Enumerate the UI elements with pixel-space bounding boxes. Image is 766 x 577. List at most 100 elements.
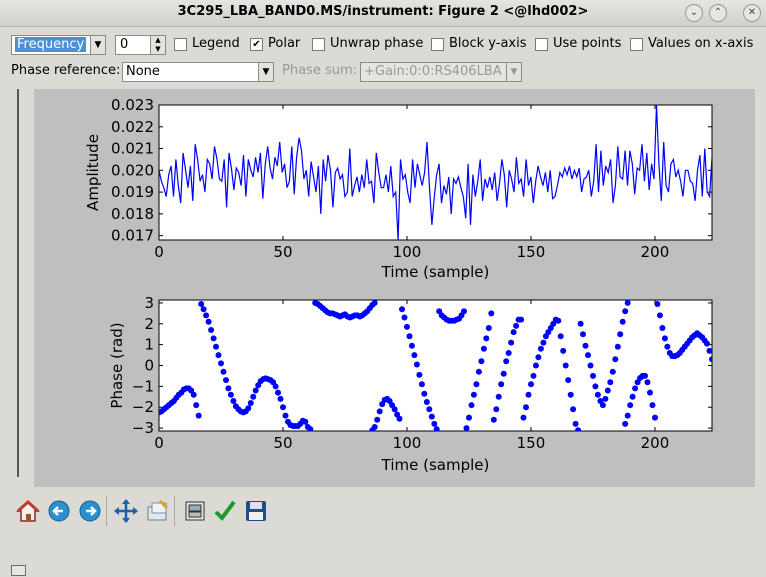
phase-data-point [302, 418, 309, 425]
phase-data-point [607, 379, 614, 386]
phase-data-point [483, 335, 490, 342]
axis-select-value: Frequency [15, 37, 87, 52]
checkbox-box[interactable] [535, 38, 548, 51]
checkbox-box[interactable] [431, 38, 444, 51]
phase-data-point [475, 368, 482, 375]
vertical-slider[interactable] [10, 89, 26, 576]
slider-handle[interactable] [11, 565, 27, 577]
phase-data-point [585, 352, 591, 359]
phase-data-point [371, 300, 378, 306]
y-tick-label: 2 [144, 315, 154, 333]
phase-data-point [416, 371, 423, 378]
phase-reference-value: None [126, 64, 160, 79]
phase-data-point [376, 408, 383, 415]
phase-data-point [408, 342, 415, 349]
phase-data-point [580, 331, 586, 338]
phase-data-point [485, 325, 492, 331]
forward-arrow-icon[interactable] [77, 498, 103, 524]
checkbox-box[interactable] [174, 38, 187, 51]
phase-xlabel: Time (sample) [381, 456, 490, 474]
chevron-down-icon[interactable]: ▼ [258, 63, 273, 81]
axis-select[interactable]: Frequency ▼ [11, 35, 106, 55]
spin-arrows-icon[interactable]: ▲ ▼ [150, 36, 165, 54]
check-icon[interactable] [212, 498, 238, 524]
phase-data-point [208, 327, 215, 333]
window-titlebar: 3C295_LBA_BAND0.MS/instrument: Figure 2 … [0, 0, 766, 27]
phase-data-point [428, 413, 435, 420]
phase-data-point [411, 352, 418, 359]
x-tick-label: 50 [273, 243, 292, 261]
x-tick-label: 0 [154, 243, 164, 261]
phase-data-point [230, 398, 237, 404]
y-tick-label: 0.017 [111, 227, 154, 245]
phase-data-point [661, 335, 668, 342]
phase-data-point [557, 333, 564, 340]
phase-data-point [371, 424, 378, 430]
x-tick-label: 50 [273, 434, 292, 452]
phase-data-point [250, 393, 257, 400]
phase-data-point [604, 387, 611, 394]
phase-data-point [399, 306, 405, 313]
phase-data-point [619, 318, 626, 325]
index-spinbox[interactable]: 0 ▲ ▼ [115, 35, 166, 55]
phase-data-point [426, 406, 433, 413]
unwrap-phase-label: Unwrap phase [330, 36, 424, 51]
home-icon[interactable] [15, 498, 41, 524]
x-tick-label: 200 [641, 434, 670, 452]
phase-data-point [572, 420, 579, 427]
legend-label: Legend [192, 36, 240, 51]
phase-data-point [218, 360, 224, 367]
phase-data-point [195, 412, 202, 419]
phase-data-point [463, 425, 470, 431]
phase-data-point [523, 404, 529, 411]
phase-data-point [612, 356, 619, 363]
phase-data-point [602, 395, 609, 402]
phase-data-point [654, 301, 661, 307]
chevron-down-icon[interactable]: ▼ [90, 36, 105, 54]
y-tick-label: 0.020 [111, 161, 154, 179]
phase-data-point [565, 377, 572, 384]
checkbox-box[interactable] [312, 38, 325, 51]
phase-data-point [478, 358, 485, 365]
phase-data-point [205, 318, 212, 325]
polar-label: Polar [268, 36, 301, 51]
phase-data-point [617, 331, 624, 338]
phase-data-point [488, 310, 495, 317]
y-tick-label: 3 [144, 294, 154, 312]
phase-reference-select[interactable]: None ▼ [122, 62, 274, 82]
phase-data-point [582, 342, 589, 349]
phase-data-point [706, 347, 712, 354]
phase-data-point [210, 335, 217, 342]
phase-data-point [590, 372, 596, 379]
back-arrow-icon[interactable] [46, 498, 72, 524]
phase-data-point [594, 391, 601, 398]
phase-data-point [252, 387, 259, 394]
subplot-config-icon[interactable] [182, 498, 208, 524]
save-floppy-icon[interactable] [243, 498, 269, 524]
phase-data-point [480, 345, 487, 352]
y-tick-label: 0 [144, 357, 154, 375]
x-tick-label: 200 [641, 243, 670, 261]
phase-data-point [461, 308, 467, 315]
check-icon[interactable]: ✔ [250, 38, 263, 51]
checkbox-box[interactable] [630, 38, 643, 51]
slider-track [17, 89, 19, 477]
x-tick-label: 0 [154, 434, 164, 452]
phase-data-point [190, 391, 197, 398]
phase-sum-label: Phase sum: [282, 63, 358, 78]
y-tick-label: 0.022 [111, 118, 154, 136]
figure-canvas: 0 50 100 150 200 0.017 0.018 0.019 0.020 0.021 0.0… [34, 89, 755, 487]
phase-data-point [468, 402, 475, 409]
phase-data-point [513, 322, 520, 329]
chevron-down-icon[interactable]: ⌄ [685, 4, 703, 22]
phase-data-point [629, 393, 636, 400]
pan-move-icon[interactable] [113, 498, 139, 524]
chevron-up-icon[interactable]: ⌃ [709, 4, 727, 22]
phase-data-point [649, 402, 656, 409]
phase-data-point [624, 300, 631, 306]
close-icon[interactable]: ✕ [743, 4, 761, 22]
phase-data-point [644, 379, 651, 386]
phase-data-point [245, 405, 252, 412]
zoom-rect-icon[interactable] [144, 498, 170, 524]
phase-data-point [423, 399, 430, 405]
